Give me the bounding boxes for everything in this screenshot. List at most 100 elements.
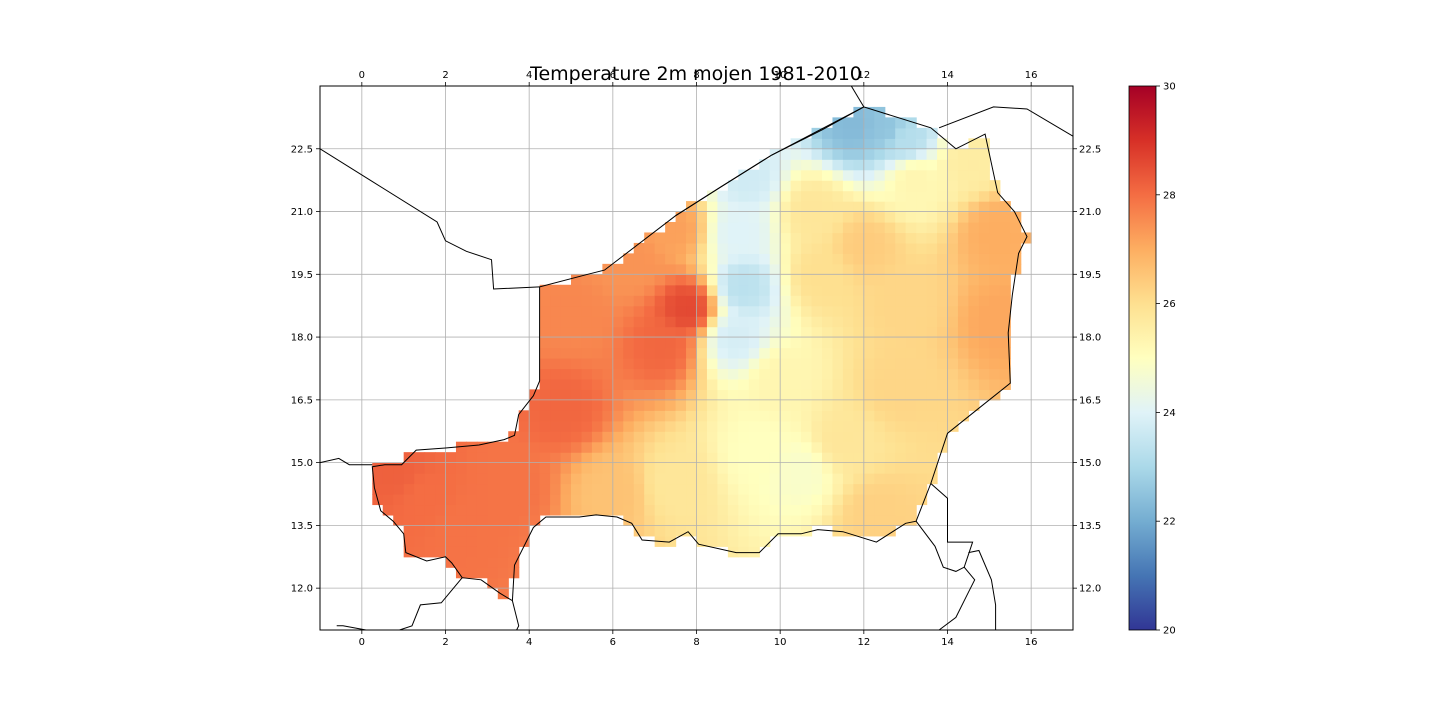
temperature-cell	[476, 462, 488, 474]
temperature-cell	[822, 462, 834, 474]
temperature-cell	[487, 535, 499, 547]
temperature-cell	[717, 399, 729, 411]
temperature-cell	[895, 378, 907, 390]
temperature-cell	[445, 514, 457, 526]
temperature-cell	[947, 253, 959, 265]
temperature-cell	[738, 410, 750, 422]
temperature-cell	[654, 514, 666, 526]
temperature-cell	[759, 358, 771, 370]
temperature-cell	[769, 504, 781, 516]
temperature-cell	[393, 473, 405, 485]
temperature-cell	[727, 399, 739, 411]
temperature-cell	[916, 295, 928, 307]
temperature-cell	[382, 494, 394, 506]
temperature-cell	[769, 514, 781, 526]
temperature-cell	[591, 274, 603, 286]
temperature-cell	[989, 180, 1001, 192]
temperature-cell	[581, 378, 593, 390]
temperature-cell	[968, 337, 980, 349]
temperature-cell	[916, 284, 928, 296]
temperature-cell	[571, 431, 583, 443]
temperature-cell	[947, 159, 959, 171]
temperature-cell	[853, 504, 865, 516]
temperature-cell	[508, 483, 520, 495]
temperature-cell	[895, 138, 907, 150]
temperature-cell	[550, 483, 562, 495]
temperature-cell	[916, 452, 928, 464]
temperature-cell	[916, 399, 928, 411]
temperature-cell	[539, 473, 551, 485]
temperature-cell	[550, 337, 562, 349]
temperature-cell	[769, 326, 781, 338]
temperature-cell	[644, 514, 656, 526]
temperature-cell	[560, 284, 572, 296]
temperature-cell	[539, 431, 551, 443]
temperature-cell	[937, 138, 949, 150]
temperature-cell	[957, 159, 970, 171]
temperature-cell	[895, 514, 907, 526]
temperature-cell	[999, 284, 1011, 296]
temperature-cell	[717, 337, 729, 349]
temperature-cell	[393, 462, 405, 474]
neighbor-border	[675, 106, 865, 217]
temperature-cell	[989, 284, 1001, 296]
temperature-cell	[853, 263, 865, 275]
temperature-cell	[853, 211, 865, 223]
temperature-cell	[445, 452, 457, 464]
temperature-cell	[926, 127, 938, 139]
temperature-cell	[518, 462, 530, 474]
temperature-cell	[926, 263, 938, 275]
temperature-cell	[644, 378, 656, 390]
temperature-cell	[633, 494, 645, 506]
temperature-cell	[602, 420, 614, 432]
temperature-cell	[832, 358, 844, 370]
temperature-cell	[947, 295, 959, 307]
temperature-cell	[675, 525, 687, 537]
neighbor-border	[915, 483, 974, 572]
temperature-cell	[550, 441, 562, 453]
temperature-cell	[696, 535, 708, 547]
temperature-cell	[686, 441, 698, 453]
temperature-cell	[717, 347, 729, 359]
temperature-cell	[581, 347, 593, 359]
temperature-cell	[644, 253, 656, 265]
temperature-cell	[895, 169, 907, 181]
bottom-x-tick-label: 16	[1025, 637, 1038, 648]
temperature-cell	[905, 316, 917, 328]
temperature-cell	[717, 358, 729, 370]
temperature-cell	[801, 368, 813, 380]
temperature-cell	[916, 127, 928, 139]
temperature-cell	[550, 305, 562, 317]
temperature-cell	[884, 274, 896, 286]
temperature-cell	[811, 514, 823, 526]
bottom-x-tick-label: 14	[941, 637, 954, 648]
temperature-cell	[822, 201, 834, 213]
temperature-cell	[978, 169, 990, 181]
temperature-cell	[842, 326, 854, 338]
temperature-cell	[957, 232, 970, 244]
temperature-cell	[466, 494, 478, 506]
temperature-cell	[623, 337, 635, 349]
temperature-cell	[623, 295, 635, 307]
temperature-cell	[926, 148, 938, 160]
temperature-cell	[675, 368, 687, 380]
temperature-cell	[811, 441, 823, 453]
temperature-cell	[811, 284, 823, 296]
top-x-tick-label: 8	[693, 70, 699, 81]
temperature-cell	[445, 504, 457, 516]
temperature-cell	[863, 127, 875, 139]
temperature-cell	[748, 211, 760, 223]
temperature-cell	[738, 284, 750, 296]
temperature-cell	[937, 378, 949, 390]
temperature-cell	[424, 504, 436, 516]
temperature-cell	[759, 190, 771, 202]
temperature-cell	[999, 295, 1011, 307]
temperature-cell	[665, 389, 677, 401]
temperature-cell	[727, 368, 739, 380]
temperature-cell	[612, 483, 624, 495]
temperature-cell	[675, 316, 687, 328]
temperature-cell	[633, 473, 645, 485]
niger-border	[371, 106, 1028, 602]
temperature-cell	[790, 514, 802, 526]
temperature-cell	[644, 399, 656, 411]
